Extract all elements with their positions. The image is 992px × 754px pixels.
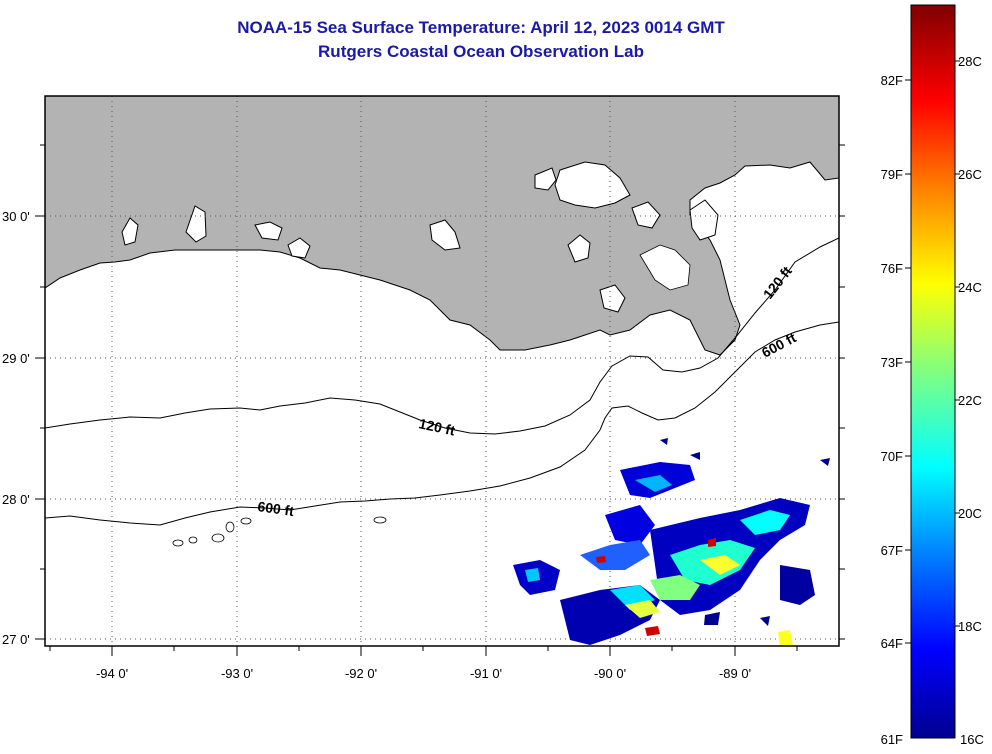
lat-label: 28 0' [2,492,30,507]
breton-sound [689,199,719,241]
colorbar [910,4,956,739]
colorbar-f-label: 76F [881,261,903,276]
colorbar-c-label: 28C [958,54,982,69]
colorbar-f-label: 64F [881,636,903,651]
isobath-600ft [45,321,839,526]
contour-label-120ft-west: 120 ft [417,415,456,438]
map-subtitle: Rutgers Coastal Ocean Observation Lab [318,42,644,61]
colorbar-c-label: 18C [958,619,982,634]
colorbar-f-label: 73F [881,355,903,370]
lon-label: -92 0' [345,666,377,681]
terrebonne-bay [429,219,461,251]
map-title: NOAA-15 Sea Surface Temperature: April 1… [237,18,725,37]
colorbar-c-label: 16C [960,732,984,747]
lon-label: -93 0' [221,666,253,681]
colorbar-f-label: 67F [881,543,903,558]
lon-label: -90 0' [594,666,626,681]
colorbar-f-label: 79F [881,167,903,182]
lake-maurepas [534,167,557,191]
chandeleur-marsh [639,244,691,291]
colorbar-c-label: 24C [958,280,982,295]
lat-label: 27 0' [2,632,30,647]
map-border [44,95,840,647]
colorbar-c-label: 22C [958,393,982,408]
isobath-120ft [45,237,839,435]
colorbar-c-label: 26C [958,167,982,182]
lat-label: 29 0' [2,351,30,366]
axis-ticks [35,144,845,656]
lon-label: -91 0' [470,666,502,681]
calcasieu-lake [121,217,139,246]
lon-label: -94 0' [96,666,128,681]
lake-sabine-marsh [287,237,311,259]
lake-pontchartrain [554,161,631,209]
white-lake [185,205,207,243]
lake-borgne [631,201,661,229]
lake-salvador [567,234,591,263]
seamounts [172,516,387,547]
contour-label-600ft-west: 600 ft [257,498,296,519]
colorbar-f-label: 70F [881,449,903,464]
lat-label: 30 0' [2,209,30,224]
colorbar-f-label: 61F [881,732,903,747]
barataria-bay [599,284,626,313]
lon-label: -89 0' [719,666,751,681]
grand-lake [254,221,283,241]
colorbar-c-label: 20C [958,506,982,521]
sst-data-patches [513,438,830,646]
colorbar-f-label: 82F [881,73,903,88]
graticule [45,96,839,646]
colorbar-ticks [905,60,960,644]
